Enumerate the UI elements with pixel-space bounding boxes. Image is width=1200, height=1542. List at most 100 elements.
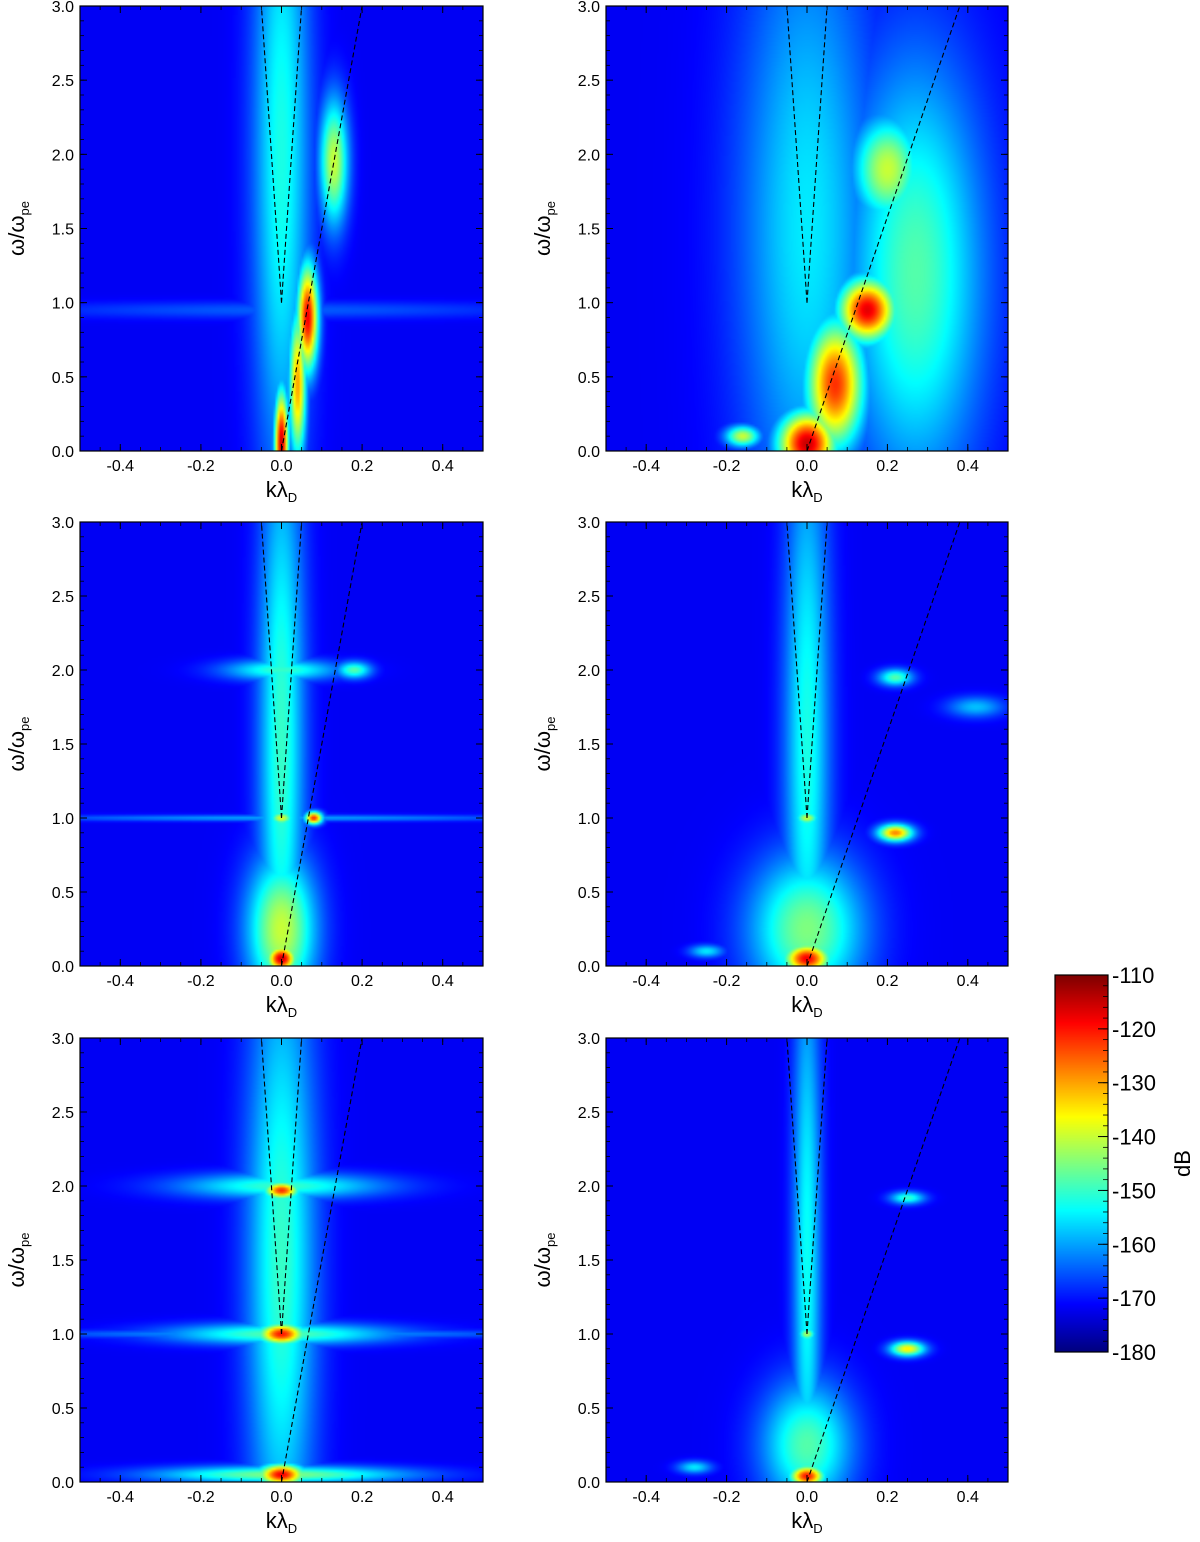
panel-bottom-left: -0.4 -0.2 0.0 0.2 0.4 0.0 0.5 1.0 1.5 2.0 2.5 3.0 kλ… xyxy=(4,1031,484,1536)
y-tick-label: 0.0 xyxy=(578,959,600,976)
colorbar: -110 -120 -130 -140 -150 -160 -170 -180 dB xyxy=(1054,963,1195,1365)
dispersion-curve xyxy=(806,522,961,966)
colorbar-tick-label: -140 xyxy=(1112,1125,1156,1150)
y-tick-label: 2.0 xyxy=(52,663,74,680)
panel-middle-left: -0.4 -0.2 0.0 0.2 0.4 0.0 0.5 1.0 1.5 2.0 2.5 3.0 kλ… xyxy=(4,515,484,1020)
colorbar-gradient xyxy=(1055,975,1108,1352)
y-tick-label: 2.0 xyxy=(578,663,600,680)
x-tick-label: 0.4 xyxy=(957,1489,979,1506)
y-axis-label: ω/ωpe xyxy=(4,201,32,256)
y-tick-label: 0.0 xyxy=(52,444,74,461)
y-tick-label: 1.0 xyxy=(52,811,74,828)
x-axis-label: kλD xyxy=(266,1508,297,1536)
y-tick-label: 2.5 xyxy=(578,589,600,606)
panel-top-left: -0.4 -0.2 0.0 0.2 0.4 0.0 0.5 1.0 1.5 2.0 2.5 3.0 kλ… xyxy=(4,0,484,505)
x-axis-label: kλD xyxy=(791,992,822,1020)
x-axis-label: kλD xyxy=(791,477,822,505)
x-tick-label: -0.2 xyxy=(713,973,741,990)
y-tick-label: 0.0 xyxy=(52,959,74,976)
x-tick-label: -0.4 xyxy=(632,973,660,990)
heatmap-image xyxy=(80,522,483,966)
x-axis-label: kλD xyxy=(266,477,297,505)
colorbar-tick-label: -120 xyxy=(1112,1017,1156,1042)
x-tick-label: -0.4 xyxy=(107,1489,135,1506)
y-tick-label: 1.0 xyxy=(578,811,600,828)
dispersion-curve xyxy=(806,522,828,819)
y-axis-label: ω/ωpe xyxy=(530,1233,558,1288)
x-tick-label: 0.4 xyxy=(432,973,454,990)
heatmap-image xyxy=(80,6,483,451)
dispersion-curve xyxy=(280,1038,363,1482)
y-tick-label: 2.0 xyxy=(578,1179,600,1196)
x-tick-label: 0.2 xyxy=(351,458,373,475)
y-tick-label: 3.0 xyxy=(52,1031,74,1048)
dispersion-curve xyxy=(786,1038,808,1335)
panels: -0.4 -0.2 0.0 0.2 0.4 0.0 0.5 1.0 1.5 2.0 2.5 3.0 kλ… xyxy=(4,0,1009,1536)
y-tick-label: 0.5 xyxy=(578,370,600,387)
y-tick-label: 0.5 xyxy=(52,370,74,387)
y-axis-label: ω/ωpe xyxy=(530,717,558,772)
y-axis-label: ω/ωpe xyxy=(530,201,558,256)
y-tick-label: 1.5 xyxy=(52,1253,74,1270)
heatmap-image xyxy=(606,522,1008,966)
dispersion-curve xyxy=(260,522,283,819)
y-tick-label: 3.0 xyxy=(578,0,600,16)
x-tick-label: 0.4 xyxy=(957,973,979,990)
y-tick-label: 1.0 xyxy=(578,1327,600,1344)
y-tick-label: 1.0 xyxy=(52,1327,74,1344)
dispersion-curve xyxy=(280,522,303,819)
x-tick-label: -0.4 xyxy=(107,973,135,990)
y-tick-label: 3.0 xyxy=(578,1031,600,1048)
y-tick-label: 0.0 xyxy=(578,1475,600,1492)
y-tick-label: 0.5 xyxy=(578,1401,600,1418)
dispersion-curve xyxy=(280,6,363,451)
y-tick-label: 0.0 xyxy=(578,444,600,461)
x-tick-label: 0.2 xyxy=(351,973,373,990)
colorbar-tick-label: -180 xyxy=(1112,1340,1156,1365)
x-tick-label: -0.2 xyxy=(187,1489,215,1506)
y-tick-label: 0.5 xyxy=(578,885,600,902)
x-tick-label: 0.2 xyxy=(351,1489,373,1506)
y-tick-label: 2.0 xyxy=(578,147,600,164)
colorbar-tick-label: -170 xyxy=(1112,1286,1156,1311)
y-tick-label: 2.5 xyxy=(52,589,74,606)
x-tick-label: -0.2 xyxy=(187,458,215,475)
x-axis-label: kλD xyxy=(791,1508,822,1536)
dispersion-curve xyxy=(260,6,283,303)
x-tick-label: -0.2 xyxy=(713,1489,741,1506)
colorbar-frame xyxy=(1054,974,1109,1353)
y-tick-label: 3.0 xyxy=(578,515,600,532)
y-tick-label: 1.0 xyxy=(578,296,600,313)
y-tick-label: 1.5 xyxy=(52,222,74,239)
dispersion-curve xyxy=(806,6,828,303)
x-tick-label: 0.4 xyxy=(957,458,979,475)
x-tick-label: 0.0 xyxy=(796,973,818,990)
y-tick-label: 1.5 xyxy=(578,222,600,239)
x-tick-label: -0.2 xyxy=(187,973,215,990)
colorbar-label: dB xyxy=(1170,1150,1195,1177)
heatmap-image xyxy=(80,1038,483,1482)
y-tick-label: 1.0 xyxy=(52,296,74,313)
x-tick-label: 0.0 xyxy=(270,458,292,475)
colorbar-tick-label: -130 xyxy=(1112,1071,1156,1096)
y-axis-label: ω/ωpe xyxy=(4,1233,32,1288)
dispersion-curve xyxy=(280,6,303,303)
dispersion-curve xyxy=(806,1038,961,1482)
dispersion-curve xyxy=(260,1038,283,1335)
heatmap-image xyxy=(606,6,1008,451)
x-tick-label: 0.0 xyxy=(796,1489,818,1506)
x-tick-label: 0.2 xyxy=(876,1489,898,1506)
colorbar-tick-label: -160 xyxy=(1112,1232,1156,1257)
dispersion-curve xyxy=(786,6,808,303)
x-tick-label: 0.2 xyxy=(876,458,898,475)
colorbar-tick-label: -150 xyxy=(1112,1178,1156,1203)
x-tick-label: 0.0 xyxy=(796,458,818,475)
panel-top-right: -0.4 -0.2 0.0 0.2 0.4 0.0 0.5 1.0 1.5 2.0 2.5 3.0 kλ… xyxy=(530,0,1009,505)
y-tick-label: 2.5 xyxy=(578,73,600,90)
dispersion-curve xyxy=(786,522,808,819)
y-tick-label: 0.5 xyxy=(52,1401,74,1418)
y-tick-label: 0.0 xyxy=(52,1475,74,1492)
x-tick-label: -0.4 xyxy=(632,458,660,475)
x-tick-label: 0.0 xyxy=(270,973,292,990)
